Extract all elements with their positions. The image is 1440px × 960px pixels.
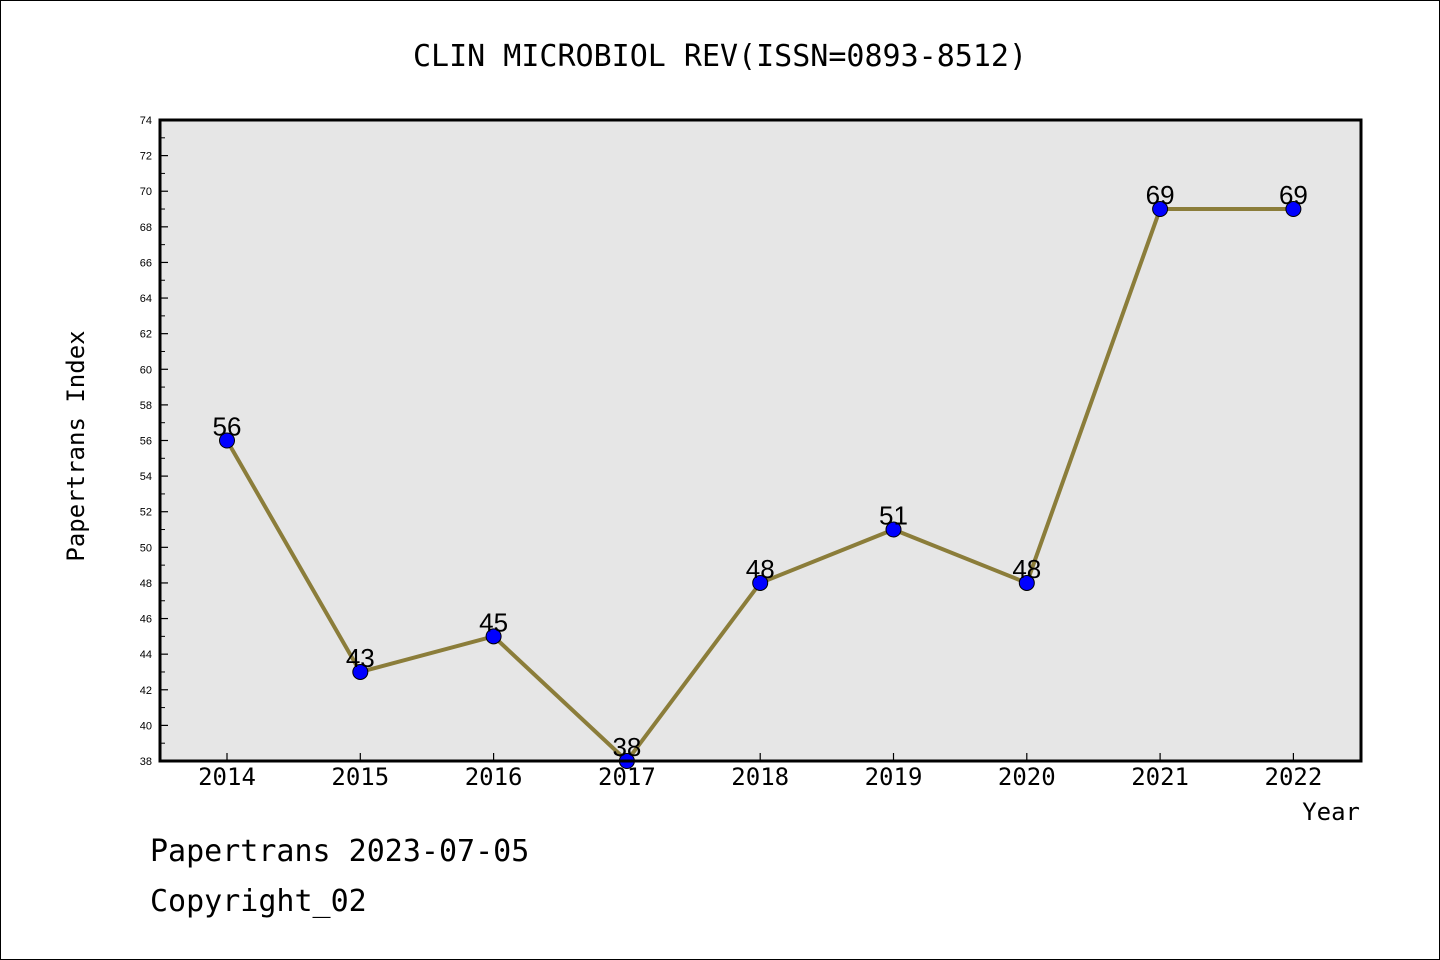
x-tick-label: 2022 [1265,763,1323,791]
y-tick-label: 50 [140,542,152,554]
y-tick-label: 56 [140,436,152,448]
data-point [352,663,369,680]
y-tick-label: 60 [140,364,152,376]
x-tick-label: 2020 [998,763,1056,791]
data-point [1285,201,1302,218]
y-axis-label: Papertrans Index [62,330,90,561]
x-axis-label: Year [1302,798,1360,826]
data-label: 51 [879,501,908,531]
y-tick-label: 46 [140,614,152,626]
data-label: 69 [1279,180,1308,210]
x-axis-ticks: 2014 2015 2016 2017 2018 2019 2020 2021 2022 [198,753,1322,791]
data-label: 38 [612,732,641,762]
y-tick-label: 70 [140,186,152,198]
y-tick-label: 44 [140,649,152,661]
series-layer: 56 43 45 38 48 51 48 69 69 [213,180,1308,769]
footer-date: Papertrans 2023-07-05 [150,834,530,869]
y-tick-label: 42 [140,685,152,697]
footer-copyright: Copyright_02 [150,884,367,919]
y-tick-label: 40 [140,720,152,732]
data-label: 45 [479,607,508,637]
x-tick-label: 2016 [465,763,523,791]
plot-area [160,120,1361,761]
y-tick-label: 38 [140,756,152,768]
x-tick-label: 2019 [865,763,923,791]
y-tick-label: 62 [140,329,152,341]
data-label: 69 [1146,180,1175,210]
y-tick-label: 52 [140,507,152,519]
data-point [752,574,769,591]
y-tick-label: 64 [140,293,152,305]
y-tick-label: 54 [140,471,152,483]
data-label: 48 [746,554,775,584]
data-label: 56 [213,412,242,442]
x-tick-label: 2014 [198,763,256,791]
x-tick-label: 2018 [731,763,789,791]
data-point [485,628,502,645]
y-tick-label: 72 [140,151,152,163]
data-point [219,432,235,449]
x-tick-label: 2021 [1131,763,1189,791]
y-tick-label: 66 [140,257,152,269]
chart-title: CLIN MICROBIOL REV(ISSN=0893-8512) [413,39,1027,74]
x-tick-label: 2015 [331,763,389,791]
data-label: 43 [346,643,375,673]
data-point [1152,201,1169,218]
y-tick-label: 58 [140,400,152,412]
y-tick-label: 68 [140,222,152,234]
data-point [885,521,902,538]
y-tick-label: 74 [140,115,152,127]
plot-border [158,118,1363,763]
y-tick-label: 48 [140,578,152,590]
data-point [1018,574,1035,591]
data-label: 48 [1012,554,1041,584]
